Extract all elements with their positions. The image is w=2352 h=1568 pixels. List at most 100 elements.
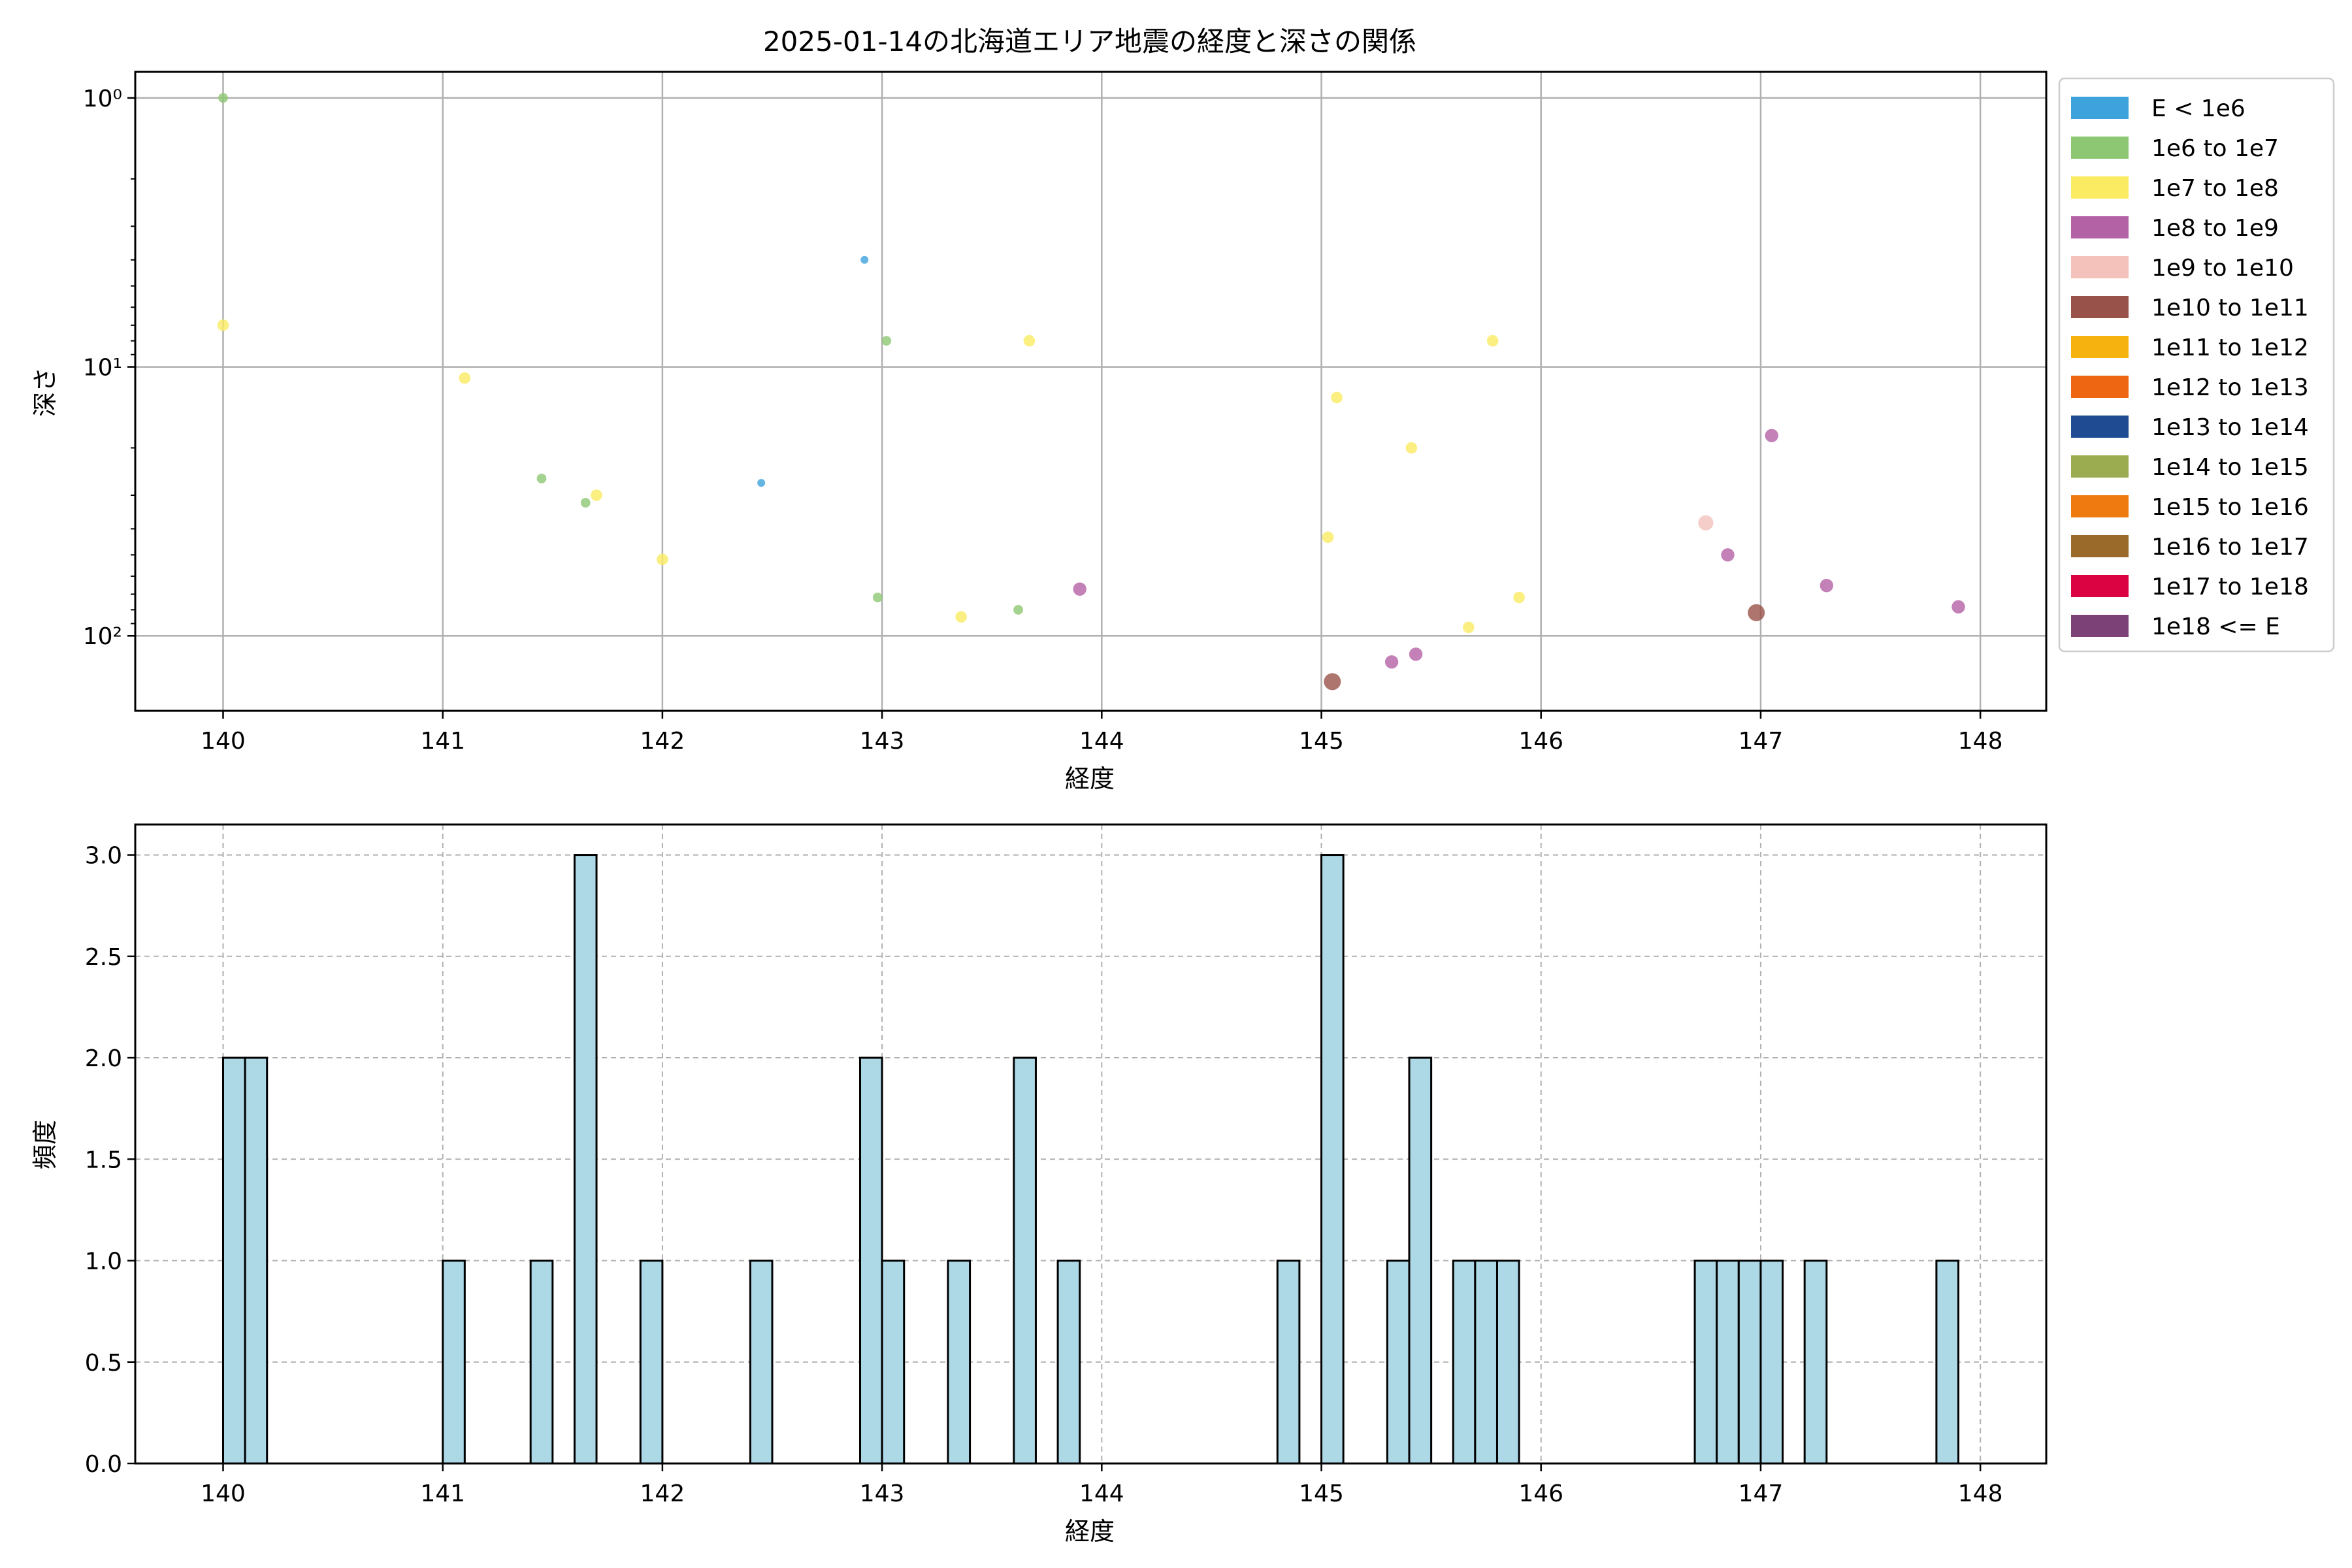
- scatter-point: [1023, 335, 1036, 347]
- legend: E < 1e6 1e6 to 1e7 1e7 to 1e8 1e8 to 1e9 1e9…: [2058, 77, 2335, 653]
- legend-swatch: [2071, 296, 2129, 318]
- legend-label: 1e7 to 1e8: [2151, 175, 2279, 202]
- scatter-point: [881, 336, 892, 346]
- histogram-bar: [221, 1056, 246, 1465]
- legend-label: 1e17 to 1e18: [2151, 574, 2309, 600]
- histogram-bar: [1386, 1260, 1411, 1465]
- histogram-bar: [442, 1260, 466, 1465]
- histogram-bar: [1737, 1260, 1762, 1465]
- scatter-point: [657, 553, 668, 566]
- legend-label: 1e12 to 1e13: [2151, 374, 2309, 401]
- scatter-y-axis-label: 深さ: [31, 367, 59, 417]
- scatter-panel: 2025-01-14の北海道エリア地震の経度と深さの関係 140 141 142 14…: [31, 25, 2048, 793]
- scatter-x-tick-label: 143: [860, 728, 905, 755]
- scatter-point: [217, 319, 229, 331]
- histogram-x-axis-label: 経度: [1065, 1517, 1115, 1546]
- scatter-x-axis-label: 経度: [1065, 764, 1115, 793]
- scatter-point: [1462, 621, 1475, 634]
- scatter-point: [1331, 391, 1343, 404]
- scatter-point: [955, 611, 967, 623]
- scatter-x-tick-label: 146: [1518, 728, 1563, 755]
- histogram-y-tick-label: 2.0: [85, 1045, 122, 1072]
- scatter-point: [1748, 604, 1765, 621]
- histogram-x-tick-label: 141: [420, 1480, 465, 1507]
- scatter-point: [872, 593, 883, 602]
- histogram-y-ticks: 0.0 0.5 1.0 1.5 2.0 2.5 3.0: [85, 843, 135, 1478]
- legend-label: 1e15 to 1e16: [2151, 494, 2309, 521]
- scatter-point: [757, 479, 766, 487]
- scatter-y-tick-label: 10¹: [83, 355, 122, 382]
- legend-label: E < 1e6: [2151, 95, 2246, 122]
- histogram-x-tick-label: 146: [1518, 1480, 1563, 1507]
- scatter-x-tick-label: 147: [1739, 728, 1784, 755]
- legend-swatch: [2071, 455, 2129, 478]
- scatter-point: [218, 93, 228, 103]
- histogram-x-ticks: 140 141 142 143 144 145 146 147 148: [201, 1463, 2002, 1507]
- legend-frame: [2058, 77, 2335, 653]
- histogram-y-tick-label: 1.5: [85, 1147, 122, 1173]
- scatter-point: [580, 498, 591, 508]
- scatter-x-tick-label: 142: [640, 728, 685, 755]
- legend-label: 1e18 <= E: [2151, 613, 2280, 640]
- legend-swatch: [2071, 495, 2129, 517]
- scatter-point: [1073, 582, 1086, 596]
- scatter-x-tick-label: 148: [1958, 728, 2003, 755]
- scatter-y-ticks: 10⁰ 10¹ 10²: [83, 86, 135, 650]
- scatter-point: [1384, 655, 1399, 669]
- histogram-bar: [947, 1260, 972, 1465]
- legend-swatch: [2071, 535, 2129, 557]
- histogram-x-tick-label: 142: [640, 1480, 685, 1507]
- scatter-point: [1486, 335, 1499, 347]
- histogram-bar: [1276, 1260, 1301, 1465]
- histogram-bar: [529, 1260, 554, 1465]
- legend-swatch: [2071, 615, 2129, 637]
- histogram-y-tick-label: 2.5: [85, 944, 122, 971]
- histogram-bar: [1803, 1260, 1828, 1465]
- legend-label: 1e14 to 1e15: [2151, 454, 2309, 481]
- scatter-x-tick-label: 141: [420, 728, 465, 755]
- histogram-bar: [858, 1056, 883, 1465]
- histogram-axes-frame: [134, 823, 2048, 1465]
- legend-swatch: [2071, 176, 2129, 199]
- scatter-point: [1952, 600, 1965, 614]
- legend-swatch: [2071, 575, 2129, 597]
- scatter-axes-frame: [134, 71, 2048, 712]
- legend-swatch: [2071, 97, 2129, 119]
- legend-swatch: [2071, 256, 2129, 278]
- scatter-point: [1721, 548, 1735, 562]
- scatter-x-tick-label: 145: [1299, 728, 1344, 755]
- scatter-point: [1820, 579, 1833, 593]
- scatter-point: [459, 372, 471, 384]
- histogram-bar: [1320, 854, 1345, 1465]
- legend-swatch: [2071, 336, 2129, 358]
- histogram-bar: [881, 1260, 906, 1465]
- histogram-y-tick-label: 1.0: [85, 1249, 122, 1275]
- scatter-point: [1322, 531, 1334, 544]
- legend-swatch: [2071, 416, 2129, 438]
- histogram-bar: [1495, 1260, 1520, 1465]
- histogram-bar: [749, 1260, 774, 1465]
- histogram-bar: [1013, 1056, 1037, 1465]
- histogram-y-tick-label: 0.0: [85, 1451, 122, 1478]
- legend-label: 1e13 to 1e14: [2151, 414, 2309, 441]
- scatter-point: [536, 474, 547, 483]
- histogram-bar: [244, 1056, 269, 1465]
- legend-label: 1e9 to 1e10: [2151, 255, 2294, 282]
- legend-swatch: [2071, 376, 2129, 398]
- scatter-point: [591, 489, 602, 501]
- scatter-point: [1513, 591, 1525, 604]
- legend-label: 1e8 to 1e9: [2151, 215, 2279, 242]
- scatter-x-tick-label: 144: [1079, 728, 1124, 755]
- histogram-bar: [573, 854, 598, 1465]
- histogram-panel: 140 141 142 143 144 145 146 147 148 0.0 0.5 1.0 1.5…: [31, 823, 2048, 1546]
- histogram-bars: [221, 854, 1960, 1465]
- legend-label: 1e11 to 1e12: [2151, 335, 2309, 361]
- scatter-points: [217, 93, 1965, 691]
- histogram-x-tick-label: 148: [1958, 1480, 2003, 1507]
- legend-label: 1e6 to 1e7: [2151, 135, 2279, 162]
- histogram-bar: [1452, 1260, 1477, 1465]
- histogram-y-tick-label: 0.5: [85, 1350, 122, 1377]
- histogram-bar: [1474, 1260, 1498, 1465]
